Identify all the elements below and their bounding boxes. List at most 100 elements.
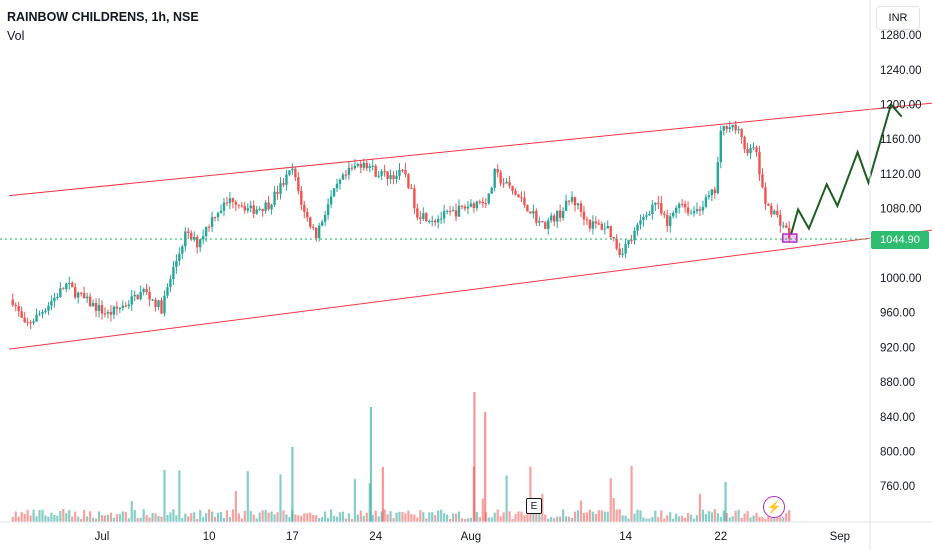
volume-bar bbox=[62, 509, 65, 522]
volume-bar bbox=[255, 518, 258, 522]
volume-bar bbox=[32, 509, 35, 522]
currency-button[interactable]: INR bbox=[876, 6, 920, 30]
volume-bar bbox=[38, 509, 41, 522]
volume-bar bbox=[437, 510, 440, 522]
volume-bar bbox=[395, 512, 398, 522]
volume-bar bbox=[517, 511, 520, 522]
candle-body bbox=[365, 162, 368, 169]
earnings-icon[interactable]: E bbox=[526, 498, 542, 514]
volume-bar bbox=[169, 512, 172, 522]
candle-body bbox=[276, 191, 279, 194]
volume-bar bbox=[86, 516, 89, 522]
volume-bar bbox=[413, 514, 416, 522]
volume-bar bbox=[463, 518, 467, 522]
candle-body bbox=[315, 227, 318, 239]
candle-body bbox=[493, 168, 496, 188]
candle-body bbox=[603, 228, 606, 230]
volume-bar bbox=[118, 513, 121, 522]
candle-body bbox=[228, 198, 232, 204]
candle-body bbox=[410, 187, 413, 189]
volume-bar bbox=[151, 512, 154, 522]
volume-bar bbox=[451, 513, 455, 522]
volume-bar bbox=[166, 514, 169, 522]
forecast-zigzag[interactable] bbox=[790, 102, 903, 235]
candle-body bbox=[29, 322, 32, 324]
volume-bar bbox=[621, 515, 624, 522]
price-highlight-box[interactable] bbox=[782, 233, 798, 243]
candle-body bbox=[166, 287, 169, 296]
volume-bar bbox=[225, 510, 229, 522]
volume-bar bbox=[377, 516, 380, 522]
volume-indicator-label[interactable]: Vol bbox=[7, 29, 25, 43]
highlight-rectangle[interactable] bbox=[782, 233, 798, 243]
volume-bar bbox=[309, 512, 312, 522]
volume-bar bbox=[761, 516, 764, 522]
volume-bar bbox=[329, 509, 333, 522]
candle-body bbox=[44, 310, 47, 312]
candle-body bbox=[558, 210, 562, 218]
candle-body bbox=[553, 215, 556, 222]
volume-bar bbox=[74, 511, 77, 522]
volume-bar bbox=[20, 512, 23, 522]
trend-channel[interactable] bbox=[9, 102, 932, 350]
candle-body bbox=[341, 174, 345, 180]
volume-bar bbox=[746, 511, 749, 522]
candle-body bbox=[529, 211, 532, 214]
candle-body bbox=[309, 217, 312, 227]
volume-bar bbox=[246, 471, 249, 522]
candle-body bbox=[770, 205, 773, 215]
channel-lower-line[interactable] bbox=[9, 229, 932, 350]
y-tick-label: 1000.00 bbox=[880, 273, 922, 285]
candle-body bbox=[431, 220, 434, 222]
volume-bar bbox=[324, 511, 327, 522]
candle-body bbox=[151, 299, 154, 301]
volume-bar bbox=[502, 512, 505, 522]
volume-bar bbox=[529, 466, 532, 522]
candle-body bbox=[285, 174, 288, 185]
candle-body bbox=[535, 210, 538, 223]
candle-body bbox=[627, 239, 630, 245]
candle-body bbox=[677, 203, 681, 208]
volume-bar bbox=[740, 517, 743, 522]
volume-bar bbox=[594, 513, 597, 522]
volume-bar bbox=[196, 518, 199, 522]
volume-bar bbox=[368, 483, 371, 522]
candle-body bbox=[642, 216, 645, 221]
volume-bar bbox=[327, 517, 330, 522]
volume-bar bbox=[335, 516, 339, 522]
candle-body bbox=[213, 217, 217, 219]
volume-bar bbox=[91, 517, 95, 522]
candle-body bbox=[74, 287, 77, 298]
candle-body bbox=[597, 223, 601, 225]
lightning-icon[interactable]: ⚡ bbox=[763, 496, 785, 518]
candle-body bbox=[428, 220, 431, 222]
volume-bar bbox=[160, 516, 163, 522]
candle-body bbox=[576, 203, 580, 206]
plot-background bbox=[0, 0, 870, 522]
y-tick-label: 920.00 bbox=[880, 342, 915, 354]
volume-bar bbox=[205, 513, 208, 522]
volume-bar bbox=[53, 515, 56, 522]
y-tick-label: 880.00 bbox=[880, 377, 915, 389]
candle-body bbox=[181, 246, 184, 254]
volume-bar bbox=[228, 517, 232, 522]
forecast-path[interactable] bbox=[790, 102, 903, 235]
volume-bar bbox=[181, 517, 184, 522]
volume-bar bbox=[639, 510, 642, 522]
symbol-title[interactable]: RAINBOW CHILDRENS, 1h, NSE bbox=[7, 10, 199, 24]
candle-body bbox=[258, 208, 261, 210]
volume-bar bbox=[764, 518, 767, 522]
candle-body bbox=[279, 183, 282, 194]
candle-body bbox=[454, 210, 458, 217]
candle-body bbox=[32, 321, 35, 324]
candle-body bbox=[734, 124, 737, 131]
volume-spike bbox=[291, 447, 294, 522]
volume-bar bbox=[562, 509, 565, 522]
candle-body bbox=[716, 162, 720, 194]
candle-body bbox=[752, 147, 755, 149]
candle-body bbox=[508, 181, 511, 186]
channel-upper-line[interactable] bbox=[9, 102, 932, 197]
volume-bar bbox=[97, 511, 101, 522]
volume-bar bbox=[627, 518, 630, 522]
